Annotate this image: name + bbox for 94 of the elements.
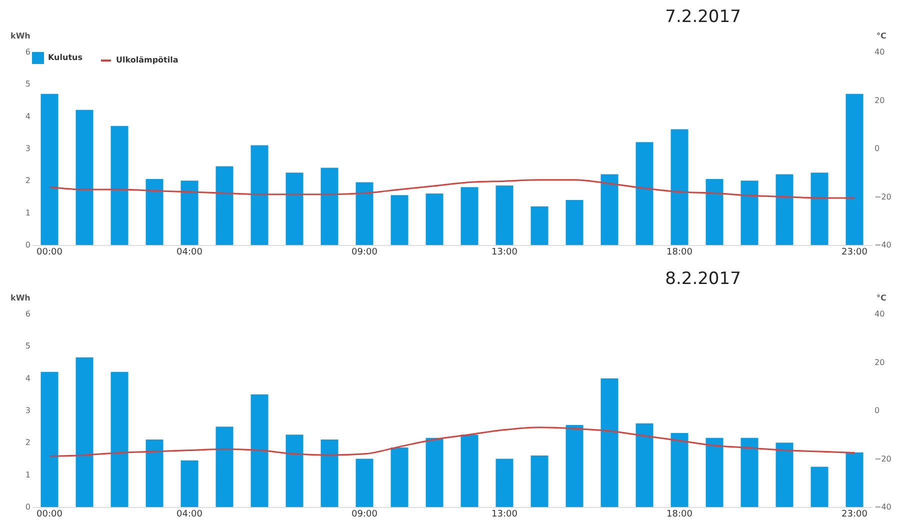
y-tick-label: 4	[25, 374, 30, 383]
bar	[426, 438, 444, 507]
bar	[740, 438, 758, 507]
bar	[566, 200, 584, 245]
bar	[810, 172, 828, 245]
y-tick-label: 5	[25, 80, 30, 89]
bar	[216, 426, 234, 507]
bar	[250, 145, 268, 245]
x-tick-label: 18:00	[666, 510, 693, 520]
bar	[636, 423, 654, 507]
x-tick-label: 23:00	[842, 510, 868, 520]
y-tick-label: 0	[25, 240, 30, 250]
bar	[496, 185, 514, 245]
y-tick-label: 3	[25, 406, 30, 415]
y-axis-title: kWh	[10, 294, 31, 302]
x-tick-label: 00:00	[36, 510, 63, 520]
bar	[320, 439, 338, 507]
y2-tick-label: 20	[874, 96, 885, 105]
bar	[706, 438, 724, 507]
bar	[776, 442, 794, 507]
bar	[216, 166, 234, 245]
x-tick-label: 00:00	[36, 248, 63, 258]
bar	[636, 142, 654, 245]
bar	[40, 372, 58, 507]
x-tick-label: 04:00	[176, 248, 203, 258]
bar	[566, 424, 584, 507]
y2-tick-label: 20	[874, 358, 885, 367]
x-tick-label: 04:00	[176, 510, 203, 520]
y2-tick-label: 0	[874, 406, 880, 415]
y-axis-title: kWh	[10, 32, 31, 40]
bar	[110, 372, 128, 507]
bar	[600, 174, 618, 245]
bar	[180, 180, 198, 245]
bar	[706, 179, 724, 245]
bar	[776, 174, 794, 245]
bar	[110, 126, 128, 245]
line-series	[48, 179, 856, 199]
y2-tick-label: −40	[874, 240, 892, 250]
y-tick-label: 3	[25, 144, 30, 153]
bar	[810, 466, 828, 507]
y-tick-label: 6	[25, 310, 30, 318]
y-tick-label: 1	[25, 208, 30, 218]
bar	[426, 194, 444, 245]
y-tick-label: 2	[25, 438, 30, 448]
y2-tick-label: −40	[874, 502, 892, 512]
y2-tick-label: 40	[874, 48, 885, 56]
y-tick-label: 2	[25, 176, 30, 186]
bar	[846, 94, 864, 245]
bar	[390, 447, 408, 507]
bar	[530, 456, 548, 507]
chart-title: 8.2.2017	[665, 269, 741, 289]
legend-label: Kulutus	[48, 53, 83, 62]
y2-axis-title: °C	[876, 32, 886, 40]
y-tick-label: 6	[25, 48, 30, 56]
y2-tick-label: 0	[874, 144, 880, 153]
line-series	[48, 426, 856, 458]
y2-tick-label: 40	[874, 310, 885, 318]
y-tick-label: 5	[25, 342, 30, 351]
bar	[530, 206, 548, 245]
bar	[496, 458, 514, 507]
y2-axis-title: °C	[876, 294, 886, 302]
bar	[460, 187, 478, 245]
bar	[146, 179, 164, 245]
y2-tick-label: −20	[874, 454, 892, 464]
y-tick-label: 0	[25, 502, 30, 512]
bar	[356, 182, 374, 245]
x-tick-label: 09:00	[352, 248, 378, 258]
x-tick-label: 23:00	[842, 248, 868, 258]
bar	[670, 129, 688, 245]
bar	[250, 394, 268, 507]
bar	[286, 434, 304, 507]
x-tick-label: 18:00	[666, 248, 693, 258]
bar	[460, 434, 478, 507]
legend-label: Ulkolämpötila	[116, 56, 178, 64]
y-tick-label: 4	[25, 112, 30, 121]
bar	[40, 94, 58, 245]
chart-title: 7.2.2017	[665, 7, 741, 27]
bar	[740, 180, 758, 245]
bar	[356, 458, 374, 507]
bar	[146, 439, 164, 507]
bar	[320, 168, 338, 245]
x-tick-label: 09:00	[352, 510, 378, 520]
bar	[180, 460, 198, 507]
bar	[600, 378, 618, 507]
y2-tick-label: −20	[874, 192, 892, 202]
y-tick-label: 1	[25, 470, 30, 480]
bar	[846, 452, 864, 507]
x-tick-label: 13:00	[492, 510, 518, 520]
bar	[76, 357, 94, 507]
bar	[76, 110, 94, 245]
bar	[670, 433, 688, 507]
bar	[390, 195, 408, 245]
bar	[286, 172, 304, 245]
x-tick-label: 13:00	[492, 248, 518, 258]
